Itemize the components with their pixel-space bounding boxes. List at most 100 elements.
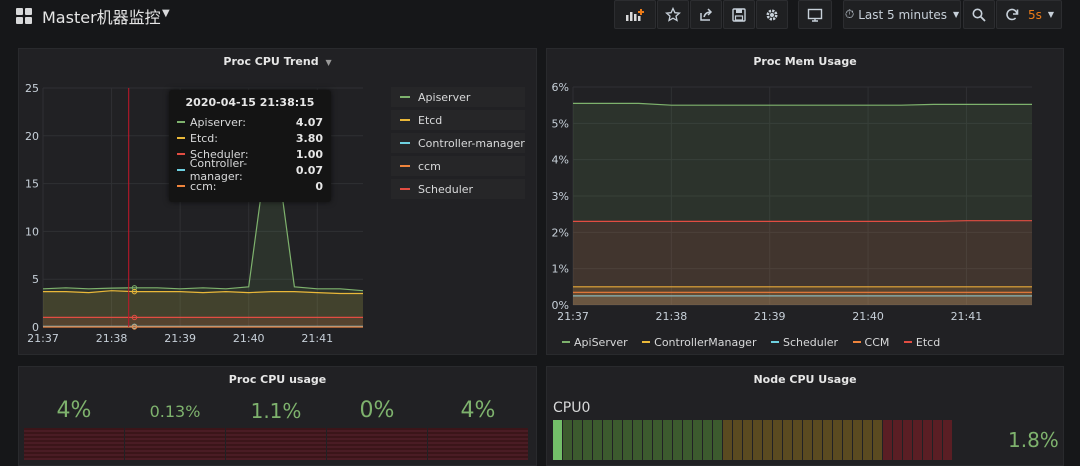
panel-proc-mem-usage: Proc Mem Usage xyxy=(546,48,1064,355)
cycle-view-mode-button[interactable] xyxy=(798,0,832,29)
cpu-bar-segment xyxy=(673,420,682,460)
x-tick-label: 21:38 xyxy=(656,310,688,323)
x-tick-label: 21:38 xyxy=(96,332,128,345)
dashboard-grid-icon[interactable] xyxy=(16,8,34,26)
x-tick-label: 21:37 xyxy=(27,332,59,345)
tooltip-swatch xyxy=(177,185,185,187)
settings-button[interactable] xyxy=(756,0,788,29)
cpu-bar-segment xyxy=(893,420,902,460)
legend-label: ApiServer xyxy=(574,335,628,349)
legend-label: ControllerManager xyxy=(654,335,757,349)
cpu-bar-segment xyxy=(773,420,782,460)
legend-item-scheduler[interactable]: Scheduler xyxy=(391,179,525,199)
tooltip-row: Etcd: 3.80 xyxy=(177,130,323,146)
stat-gauge: 0% xyxy=(327,392,427,460)
tooltip-label: Apiserver: xyxy=(190,115,246,129)
series-line-apiserver xyxy=(42,116,364,292)
tooltip-value: 4.07 xyxy=(295,115,323,129)
legend-item-controllermanager[interactable]: ControllerManager xyxy=(642,336,756,349)
x-tick-label: 21:39 xyxy=(164,332,196,345)
legend-item-apiserver[interactable]: Apiserver xyxy=(391,87,525,107)
tooltip-time: 2020-04-15 21:38:15 xyxy=(185,96,315,109)
legend-swatch xyxy=(400,96,410,98)
cpu-bar-segment xyxy=(593,420,602,460)
cpu-bar-segment xyxy=(723,420,732,460)
cpu-bar-segment xyxy=(643,420,652,460)
time-range-picker[interactable]: ⏱ Last 5 minutes ▼ xyxy=(843,0,961,29)
share-button[interactable] xyxy=(690,0,722,29)
top-bar: Master机器监控 ▼ ⏱ Last 5 minutes ▼ 5s ▼ xyxy=(0,0,1080,30)
legend-label: Controller-manager xyxy=(418,136,525,150)
tooltip-row: Apiserver: 4.07 xyxy=(177,114,323,130)
panel-title[interactable]: Proc CPU Trend ▼ xyxy=(19,55,536,68)
panel-title[interactable]: Proc Mem Usage xyxy=(753,55,857,68)
stat-value: 4% xyxy=(56,398,92,423)
stat-gauge: 4% xyxy=(24,392,124,460)
tooltip-row: Scheduler: 1.00 xyxy=(177,146,323,162)
panel-title[interactable]: Proc CPU usage xyxy=(228,373,327,386)
chevron-down-icon: ▼ xyxy=(325,58,332,67)
legend-swatch xyxy=(400,165,410,167)
legend-item-ccm[interactable]: CCM xyxy=(852,335,890,349)
chevron-down-icon[interactable]: ▼ xyxy=(162,8,170,19)
cpu-bar-segment xyxy=(763,420,772,460)
save-button[interactable] xyxy=(723,0,755,29)
cpu-bar-segment xyxy=(883,420,892,460)
cpu-bar-segment xyxy=(683,420,692,460)
cpu-bar-segment xyxy=(603,420,612,460)
y-tick-label: 25 xyxy=(25,82,39,95)
stat-value: 0% xyxy=(359,398,395,423)
tooltip-value: 0 xyxy=(315,179,323,193)
cpu-bar-segment xyxy=(733,420,742,460)
dashboard-title[interactable]: Master机器监控 xyxy=(42,8,161,27)
legend-item-etcd[interactable]: Etcd xyxy=(903,336,940,349)
x-tick-label: 21:41 xyxy=(951,310,983,323)
series-area-etcd xyxy=(573,220,1032,305)
cpu-bar-segment xyxy=(653,420,662,460)
legend-label: CCM xyxy=(864,335,890,349)
y-tick-label: 5% xyxy=(552,117,569,130)
tooltip-label: Controller-manager: xyxy=(189,157,248,183)
y-tick-label: 15 xyxy=(25,178,39,191)
refresh-interval-label: 5s xyxy=(1027,7,1042,22)
series-area-ccm xyxy=(573,292,1032,305)
legend-item-scheduler[interactable]: Scheduler xyxy=(770,336,838,349)
legend-label: Apiserver xyxy=(418,90,471,104)
legend-item-etcd[interactable]: Etcd xyxy=(391,110,525,130)
cpu-bar-segment xyxy=(833,420,842,460)
x-tick-label: 21:40 xyxy=(852,310,884,323)
cpu-bar-segment xyxy=(753,420,762,460)
legend-item-apiserver[interactable]: ApiServer xyxy=(562,336,628,349)
y-tick-label: 20 xyxy=(25,130,39,143)
tooltip-label: ccm: xyxy=(190,179,217,193)
legend-label: Scheduler xyxy=(418,182,474,196)
cpu-bar-segment xyxy=(793,420,802,460)
y-tick-label: 5 xyxy=(32,273,39,286)
cpu-bar-segment xyxy=(813,420,822,460)
refresh-icon xyxy=(1006,8,1019,20)
add-panel-button[interactable] xyxy=(614,0,656,29)
legend-item-ccm[interactable]: ccm xyxy=(391,156,525,176)
cpu-bar-segment xyxy=(823,420,832,460)
tooltip-row: Controller-manager: 0.07 xyxy=(177,157,323,183)
panel-title[interactable]: Node CPU Usage xyxy=(753,373,857,386)
series-area-scheduler xyxy=(43,317,363,327)
monitor-icon xyxy=(807,8,823,22)
y-tick-label: 4% xyxy=(552,154,569,167)
zoom-out-button[interactable] xyxy=(963,0,995,29)
y-tick-label: 0 xyxy=(32,321,39,334)
tooltip-label: Scheduler: xyxy=(190,147,249,161)
chevron-down-icon: ▼ xyxy=(1047,10,1055,19)
star-button[interactable] xyxy=(657,0,689,29)
legend-item-controller-manager[interactable]: Controller-manager xyxy=(391,133,525,153)
legend-swatch xyxy=(400,119,410,121)
x-tick-label: 21:37 xyxy=(557,310,589,323)
y-tick-label: 0% xyxy=(552,299,569,312)
tooltip-value: 0.07 xyxy=(295,163,323,177)
cpu-bar-segment xyxy=(903,420,912,460)
refresh-picker[interactable]: 5s ▼ xyxy=(996,0,1062,29)
cpu-bar-segment xyxy=(843,420,852,460)
hover-point xyxy=(131,288,138,295)
